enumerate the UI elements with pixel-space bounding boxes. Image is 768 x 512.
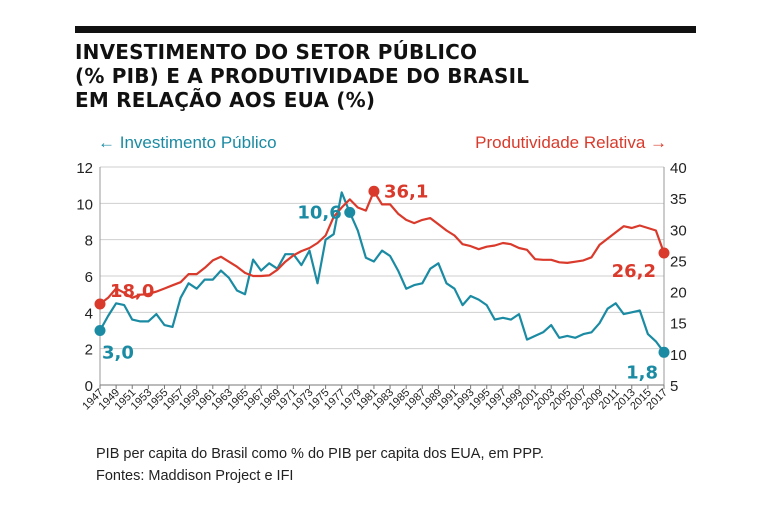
data-label: 36,1 xyxy=(384,181,428,202)
right-tick-label: 5 xyxy=(670,378,678,395)
right-tick-label: 20 xyxy=(670,285,687,302)
data-point-marker xyxy=(658,346,670,358)
data-point-marker xyxy=(368,185,380,197)
data-point-marker xyxy=(94,325,106,336)
series-produtividade-line xyxy=(98,190,666,306)
left-tick-label: 10 xyxy=(76,196,93,213)
data-label: 18,0 xyxy=(110,281,154,302)
left-tick-label: 12 xyxy=(76,160,93,177)
data-label: 10,6 xyxy=(297,202,341,223)
footer: PIB per capita do Brasil como % do PIB p… xyxy=(96,443,736,487)
title-line-2: (% PIB) E A PRODUTIVIDADE DO BRASIL xyxy=(75,64,530,88)
right-tick-label: 30 xyxy=(670,222,687,239)
data-label: 3,0 xyxy=(102,343,134,364)
left-axis: 0 2 4 6 8 10 12 xyxy=(76,160,93,395)
right-tick-label: 15 xyxy=(670,316,687,333)
title-line-3: EM RELAÇÃO AOS EUA (%) xyxy=(75,88,376,112)
annotation-markers: 3,0 10,6 1,8 18,0 36,1 26,2 xyxy=(94,181,670,383)
left-tick-label: 2 xyxy=(85,342,93,359)
x-axis: 1947194919511953195519571959196119631965… xyxy=(80,385,670,412)
left-tick-label: 0 xyxy=(85,378,93,395)
right-tick-label: 35 xyxy=(670,191,687,208)
data-point-marker xyxy=(344,206,356,218)
data-point-marker xyxy=(94,298,106,310)
right-axis: 5 10 15 20 25 30 35 40 xyxy=(670,160,687,395)
left-tick-label: 4 xyxy=(85,305,93,322)
chart-title: INVESTIMENTO DO SETOR PÚBLICO (% PIB) E … xyxy=(75,40,695,112)
right-tick-label: 10 xyxy=(670,347,687,364)
left-tick-label: 6 xyxy=(85,269,93,286)
data-label: 1,8 xyxy=(626,362,658,383)
right-tick-label: 40 xyxy=(670,160,687,177)
title-line-1: INVESTIMENTO DO SETOR PÚBLICO xyxy=(75,40,478,64)
top-rule xyxy=(75,26,696,33)
footer-note: PIB per capita do Brasil como % do PIB p… xyxy=(96,446,544,462)
right-tick-label: 25 xyxy=(670,253,687,270)
data-point-marker xyxy=(658,247,670,259)
left-axis-label: ← Investimento Público xyxy=(98,133,277,152)
right-axis-label: Produtividade Relativa → xyxy=(475,133,667,152)
footer-source: Fontes: Maddison Project e IFI xyxy=(96,468,294,484)
data-label: 26,2 xyxy=(612,261,656,282)
series-lines xyxy=(98,190,666,354)
left-tick-label: 8 xyxy=(85,233,93,250)
grid xyxy=(99,166,665,386)
series-investimento-line xyxy=(98,191,666,354)
